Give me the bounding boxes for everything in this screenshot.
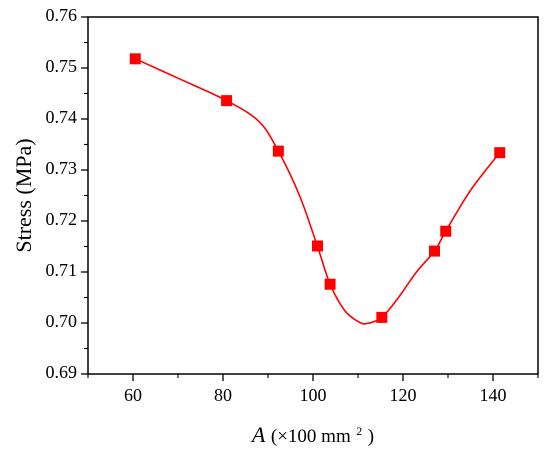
fit-curve (134, 58, 501, 325)
data-point (494, 147, 506, 159)
x-axis-unit-prefix: (×100 mm (271, 426, 351, 447)
x-axis-symbol: A (250, 422, 266, 447)
y-tick-label: 0.73 (46, 158, 78, 178)
data-point (324, 278, 336, 290)
data-point (272, 145, 284, 157)
y-tick-label: 0.74 (46, 107, 78, 127)
x-axis-unit-suffix: ) (368, 426, 374, 447)
y-axis-title: Stress (MPa) (11, 138, 36, 252)
data-point (221, 95, 233, 107)
plot-frame (87, 16, 539, 375)
x-tick-label: 60 (124, 385, 142, 405)
data-point (376, 311, 388, 323)
data-point (312, 240, 323, 252)
x-tick-label: 80 (214, 385, 232, 405)
x-tick-label: 140 (480, 385, 507, 405)
y-tick-label: 0.70 (46, 311, 78, 331)
data-points-group (129, 53, 506, 323)
tick-labels-group: 60 80 100 120 140 0.69 0.70 0.71 0.72 0.73 0.74 0.7… (46, 5, 507, 405)
y-tick-label: 0.76 (46, 5, 78, 25)
y-tick-label: 0.71 (46, 260, 78, 280)
x-axis-title: A (×100 mm 2 ) (250, 422, 374, 447)
data-point (129, 53, 141, 65)
y-tick-label: 0.72 (46, 209, 78, 229)
ticks-group (81, 16, 539, 381)
x-tick-label: 100 (300, 385, 327, 405)
data-point (429, 245, 440, 257)
data-point (440, 225, 452, 237)
y-tick-label: 0.69 (46, 362, 78, 382)
y-tick-label: 0.75 (46, 56, 78, 76)
x-axis-unit-superscript: 2 (356, 424, 362, 438)
x-tick-label: 120 (390, 385, 417, 405)
